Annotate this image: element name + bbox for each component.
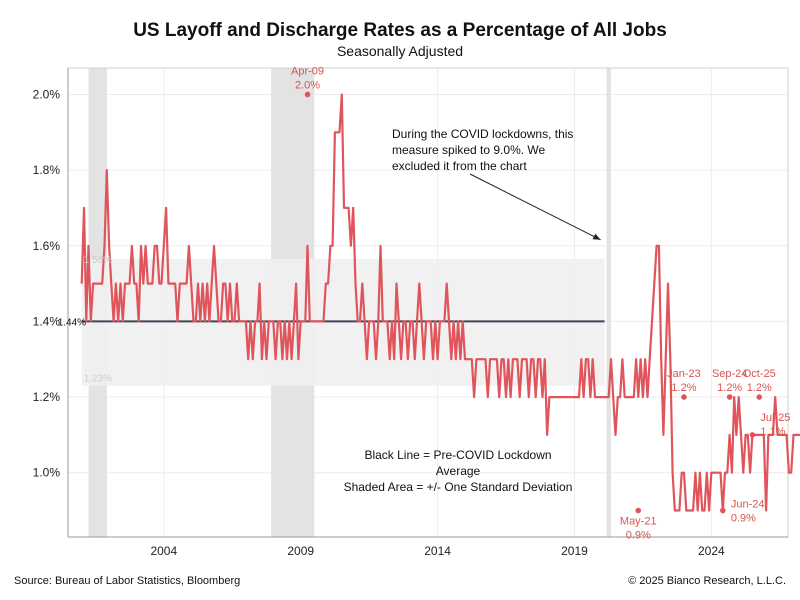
x-tick-label: 2009 — [287, 544, 314, 558]
annotation-date: Sep-24 — [712, 368, 747, 380]
annotation-value: 1.2% — [671, 382, 696, 394]
y-tick-label: 1.2% — [33, 390, 61, 404]
annotation-value: 2.0% — [295, 79, 320, 91]
average-label: 1.44% — [58, 317, 86, 328]
x-tick-label: 2004 — [150, 544, 177, 558]
covid-note-line: measure spiked to 9.0%. We — [392, 143, 546, 157]
x-tick-label: 2024 — [698, 544, 725, 558]
annotation-date: Apr-09 — [291, 65, 324, 77]
annotation-point-1 — [304, 91, 311, 98]
std-band-high-label: 1.56% — [84, 255, 112, 266]
y-tick-label: 1.6% — [33, 239, 61, 253]
annotation-date: Jan-23 — [667, 368, 701, 380]
annotation-date: Jun-24 — [731, 499, 765, 511]
legend-note-line: Average — [436, 464, 481, 478]
y-tick-label: 2.0% — [33, 87, 61, 101]
covid-arrow-line — [469, 173, 601, 241]
annotation-value: 0.9% — [731, 513, 756, 525]
covid-arrow-head — [592, 233, 601, 240]
source-note: Source: Bureau of Labor Statistics, Bloo… — [14, 575, 241, 587]
annotation-point-7 — [756, 394, 763, 400]
layoff-rate-line — [80, 93, 800, 512]
annotation-date: Oct-25 — [743, 368, 776, 380]
y-tick-label: 1.0% — [33, 466, 61, 480]
chart-title: US Layoff and Discharge Rates as a Perce… — [133, 20, 667, 41]
annotation-value: 1.2% — [747, 382, 772, 394]
annotation-value: 1.1% — [760, 426, 785, 438]
legend-note-line: Shaded Area = +/- One Standard Deviation — [344, 480, 573, 494]
copyright-note: © 2025 Bianco Research, L.L.C. — [628, 575, 786, 587]
x-tick-label: 2014 — [424, 544, 451, 558]
recession-shade-3 — [606, 68, 611, 537]
x-tick-label: 2019 — [561, 544, 588, 558]
covid-note-line: excluded it from the chart — [392, 159, 527, 173]
legend-note-line: Black Line = Pre-COVID Lockdown — [364, 448, 551, 462]
text-layer: 1.56% 1.23% 1.0% 1.2% 1.4% 1.6% 1.8% 2.0% 2004 20… — [33, 65, 791, 558]
annotation-value: 1.2% — [717, 382, 742, 394]
annotation-point-6 — [749, 432, 756, 438]
plot-frame — [67, 67, 789, 538]
annotation-point-2 — [635, 507, 642, 514]
covid-note-line: During the COVID lockdowns, this — [392, 127, 573, 141]
y-tick-label: 1.4% — [33, 314, 61, 328]
annotation-value: 0.9% — [626, 530, 651, 542]
series-layer — [80, 91, 800, 514]
annotation-date: Jul-25 — [760, 412, 790, 424]
y-tick-label: 1.8% — [33, 163, 61, 177]
annotation-date: May-21 — [620, 516, 657, 528]
chart-subtitle: Seasonally Adjusted — [336, 43, 464, 59]
annotation-point-5 — [720, 507, 726, 514]
annotation-point-4 — [726, 394, 733, 400]
std-band-low-label: 1.23% — [84, 374, 112, 385]
annotation-point-3 — [681, 394, 687, 400]
